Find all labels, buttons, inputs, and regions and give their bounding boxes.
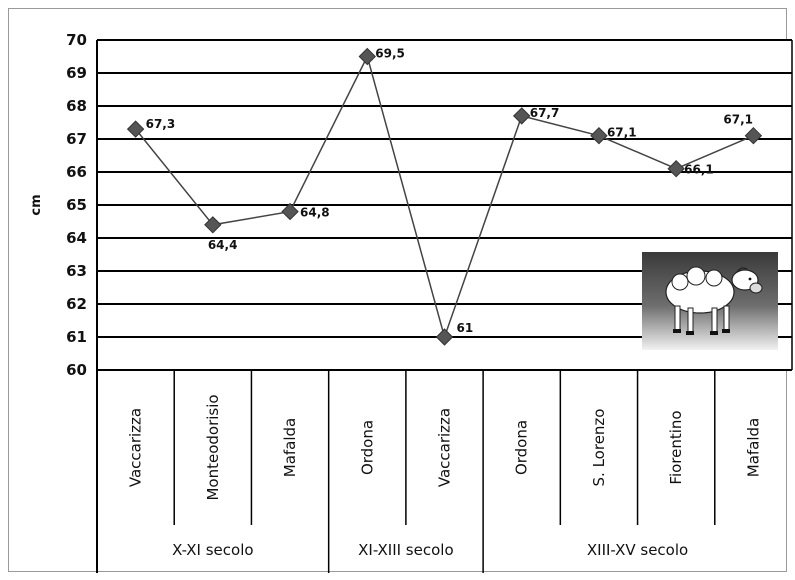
x-category-label: Mafalda <box>744 418 762 478</box>
y-tick-label: 65 <box>66 196 87 214</box>
x-category-label: Fiorentino <box>667 410 685 484</box>
x-group-label: XI-XIII secolo <box>358 541 454 559</box>
data-point-marker <box>744 126 763 145</box>
data-label: 64,8 <box>300 206 330 220</box>
y-tick-label: 67 <box>66 130 87 148</box>
data-label: 67,7 <box>530 106 560 120</box>
data-label: 69,5 <box>375 47 405 61</box>
y-tick-label: 61 <box>66 328 87 346</box>
y-tick-label: 69 <box>66 64 87 82</box>
data-label: 67,1 <box>723 113 753 127</box>
data-label: 66,1 <box>684 163 714 177</box>
data-point-marker <box>667 159 685 178</box>
x-category-label: Mafalda <box>281 418 299 478</box>
data-point-marker <box>358 47 376 66</box>
x-category-label: Vaccarizza <box>127 408 145 487</box>
y-tick-label: 66 <box>66 163 87 181</box>
y-tick-label: 62 <box>66 295 87 313</box>
data-point-marker <box>590 126 608 145</box>
y-axis-title: cm <box>29 194 44 215</box>
x-category-label: Ordona <box>513 420 531 475</box>
x-group-label: XIII-XV secolo <box>587 541 688 559</box>
x-category-label: Ordona <box>358 420 376 475</box>
x-category-label: Monteodorisio <box>204 394 222 500</box>
data-label: 64,4 <box>208 238 238 252</box>
data-point-marker <box>204 216 222 234</box>
y-tick-label: 68 <box>66 97 87 115</box>
x-group-label: X-XI secolo <box>172 541 253 559</box>
data-label: 67,1 <box>607 126 637 140</box>
y-tick-label: 63 <box>66 262 87 280</box>
y-tick-label: 64 <box>66 229 87 247</box>
data-point-marker <box>281 202 299 221</box>
data-label: 67,3 <box>146 117 176 131</box>
sheep-image <box>642 252 778 350</box>
data-point-marker <box>513 107 531 125</box>
data-label: 61 <box>457 321 474 335</box>
x-category-label: S. Lorenzo <box>590 409 608 487</box>
y-tick-label: 70 <box>66 31 87 49</box>
data-point-marker <box>126 120 145 138</box>
x-category-label: Vaccarizza <box>436 408 454 487</box>
y-tick-label: 60 <box>66 361 87 379</box>
data-point-marker <box>435 328 454 346</box>
